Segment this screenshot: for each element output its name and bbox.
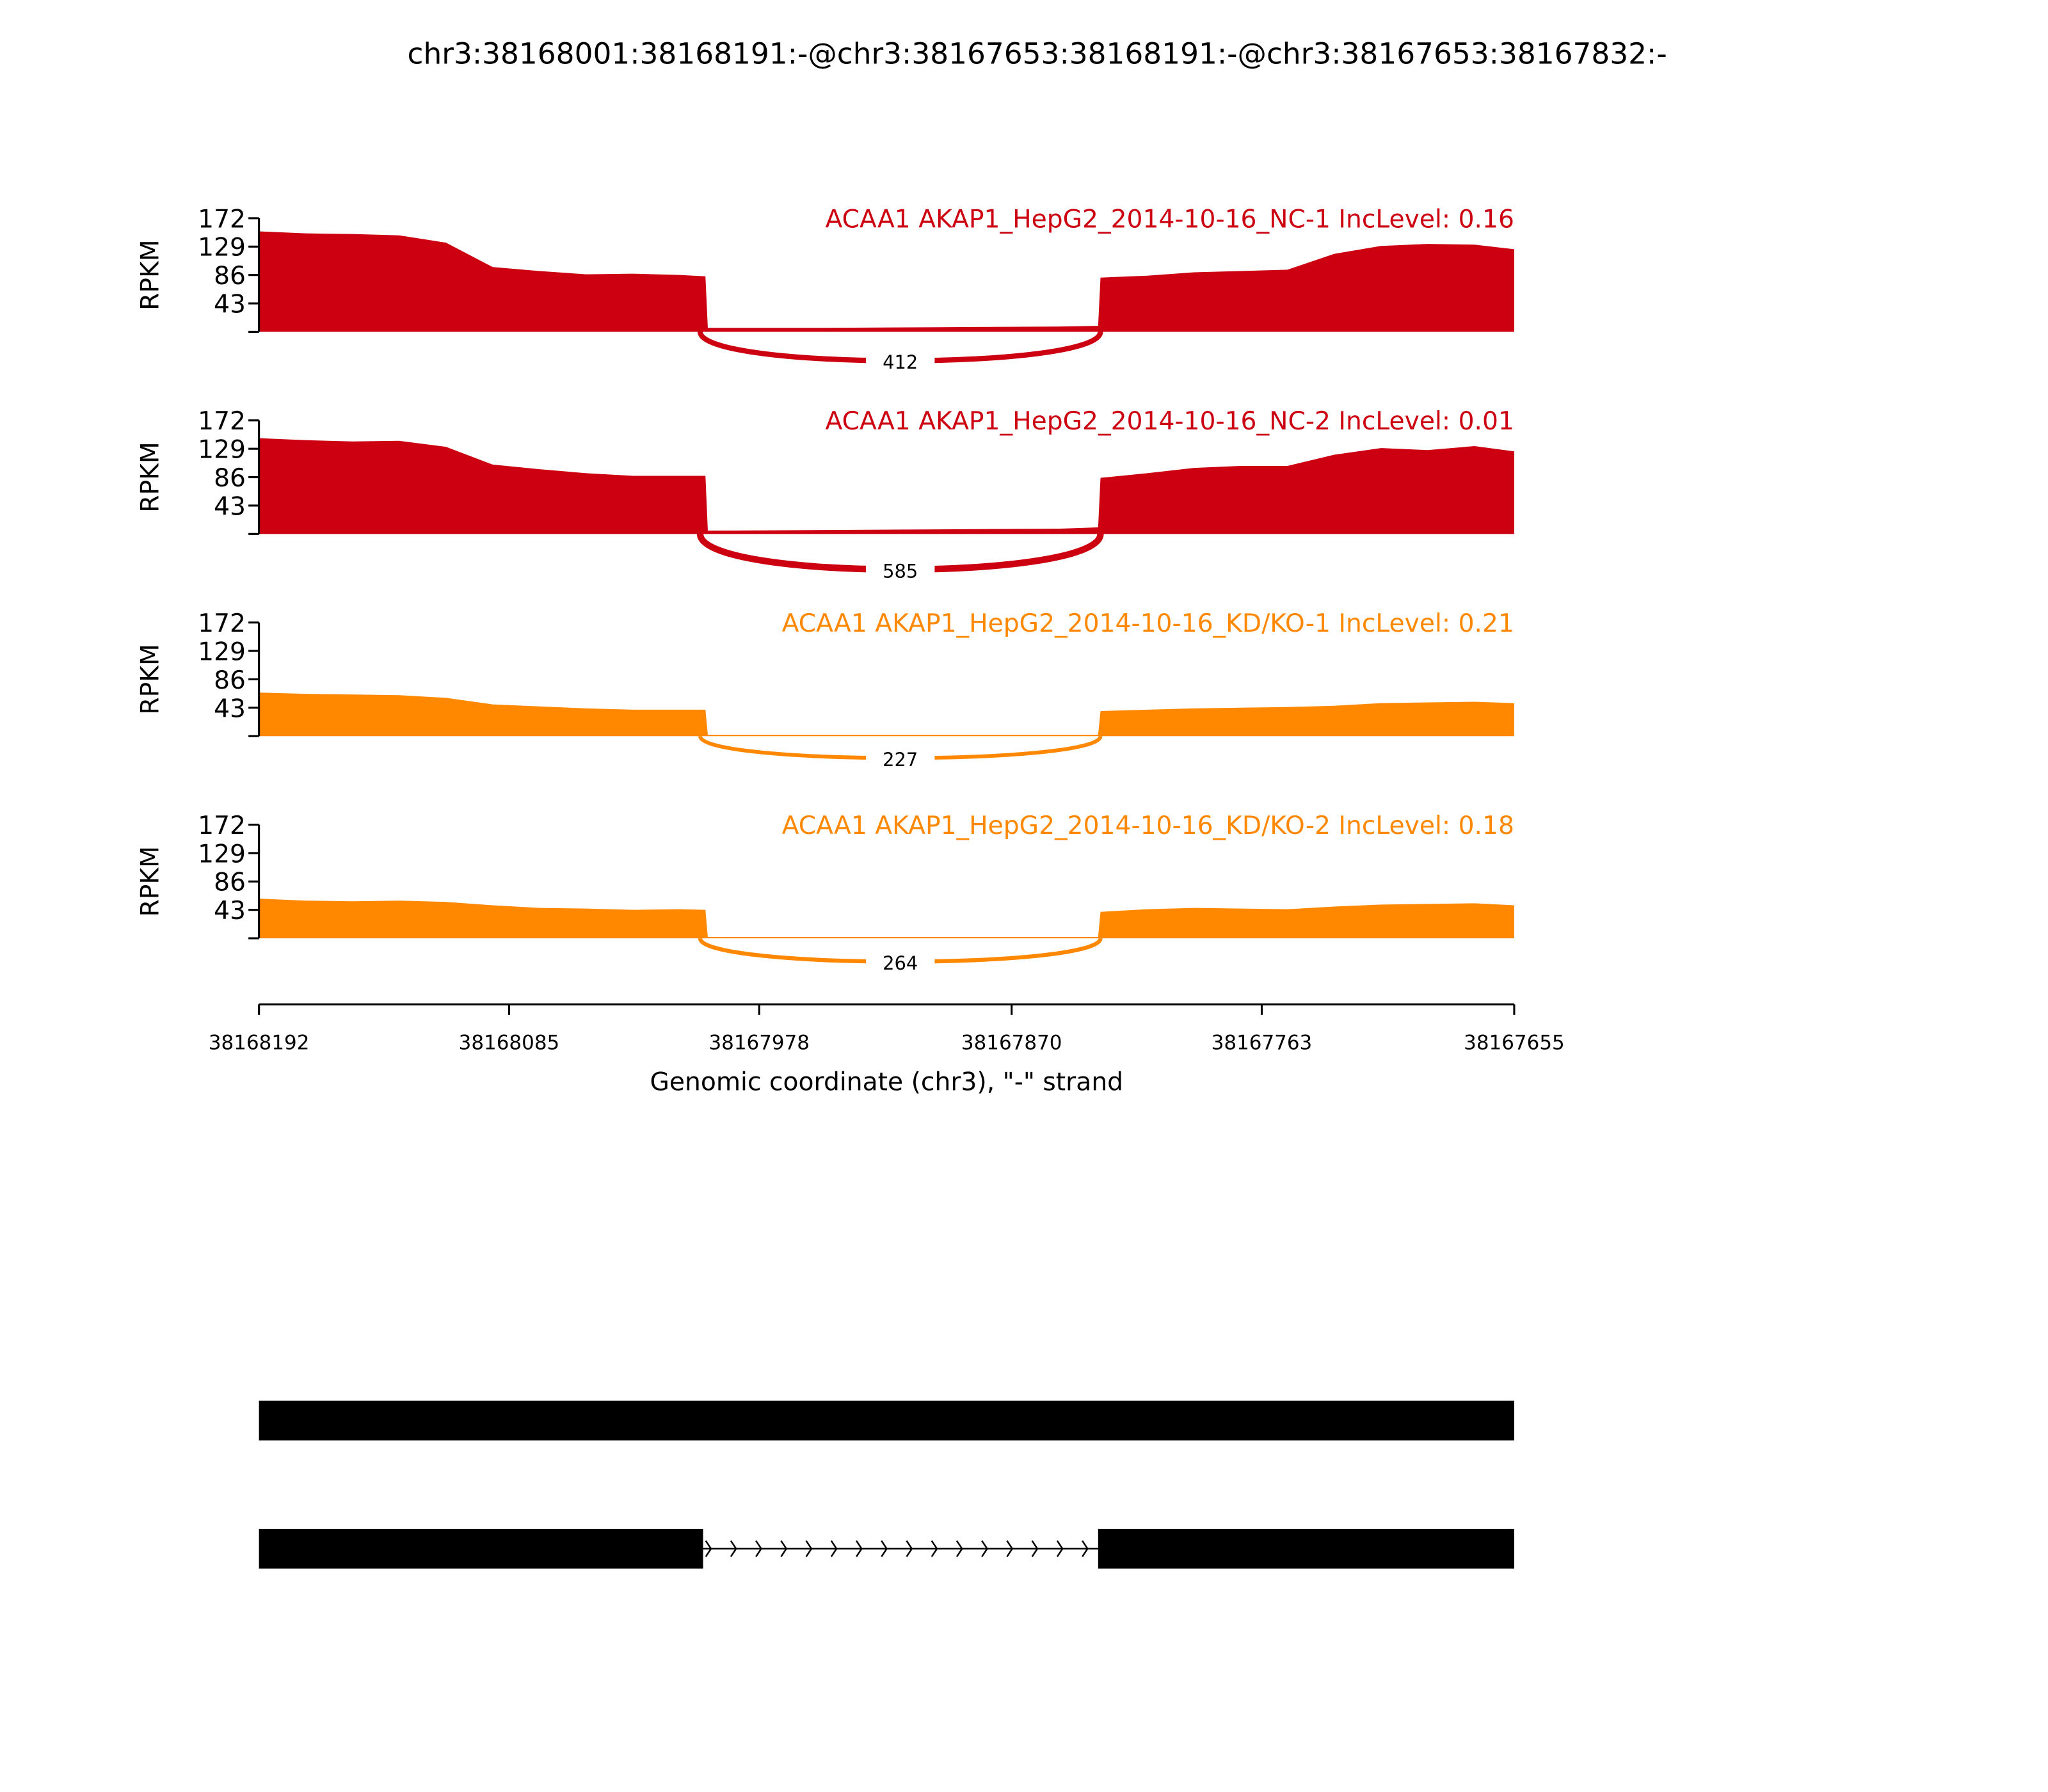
y-axis-label: RPKM — [136, 442, 165, 512]
strand-chevron-icon — [906, 1540, 913, 1557]
y-tick-label: 86 — [214, 868, 246, 897]
y-axis-label: RPKM — [136, 239, 165, 310]
strand-chevron-icon — [956, 1540, 963, 1557]
y-tick-label: 43 — [214, 291, 246, 319]
y-tick-label: 129 — [198, 234, 246, 262]
junction-count-label: 264 — [883, 952, 918, 974]
isoform-structures — [259, 1400, 1514, 1569]
exon-block — [259, 1528, 703, 1569]
junction-label-bg — [866, 744, 935, 772]
y-tick-label: 43 — [214, 694, 246, 723]
junction-count-label: 227 — [883, 749, 918, 771]
strand-chevron-icon — [730, 1540, 737, 1557]
y-tick-label: 43 — [214, 897, 246, 925]
y-tick-label: 43 — [214, 492, 246, 521]
strand-chevron-icon — [1082, 1540, 1089, 1557]
sample-title: ACAA1 AKAP1_HepG2_2014-10-16_KD/KO-2 Inc… — [782, 812, 1514, 840]
x-axis-label: Genomic coordinate (chr3), "-" strand — [650, 1068, 1123, 1096]
junction-count-label: 585 — [883, 560, 918, 582]
y-tick-label: 129 — [198, 637, 246, 666]
strand-chevron-icon — [1006, 1540, 1014, 1557]
x-tick-label: 38167978 — [708, 1031, 810, 1054]
x-axis: 38168192 38168085 38167978 38167870 38167763… — [209, 1003, 1565, 1054]
x-tick-label: 38167655 — [1464, 1031, 1565, 1054]
sample-title: ACAA1 AKAP1_HepG2_2014-10-16_KD/KO-1 Inc… — [782, 609, 1514, 638]
strand-chevron-icon — [705, 1540, 712, 1557]
coverage-area — [259, 899, 1514, 939]
y-tick-label: 129 — [198, 840, 246, 868]
isoform-track — [259, 1400, 1514, 1441]
strand-chevron-icon — [780, 1540, 788, 1557]
x-tick-label: 38167763 — [1212, 1031, 1313, 1054]
strand-chevron-icon — [981, 1540, 988, 1557]
coverage-area — [259, 692, 1514, 737]
junction-label-bg — [866, 948, 935, 975]
strand-chevron-icon — [856, 1540, 863, 1557]
y-axis-label: RPKM — [136, 846, 165, 916]
x-tick-label: 38168085 — [459, 1031, 560, 1054]
x-tick-label: 38168192 — [209, 1031, 310, 1054]
sample-title: ACAA1 AKAP1_HepG2_2014-10-16_NC-2 IncLev… — [826, 407, 1514, 436]
strand-chevron-icon — [881, 1540, 888, 1557]
y-tick-label: 172 — [198, 609, 246, 638]
y-tick-label: 86 — [214, 262, 246, 291]
junction-label-bg — [866, 556, 935, 583]
junction-count-label: 412 — [883, 351, 918, 373]
y-tick-label: 86 — [214, 464, 246, 493]
strand-chevron-icon — [755, 1540, 762, 1557]
y-tick-label: 172 — [198, 407, 246, 436]
y-axis-label: RPKM — [136, 644, 165, 714]
strand-chevron-icon — [931, 1540, 938, 1557]
strand-chevron-icon — [805, 1540, 813, 1557]
coverage-area — [259, 231, 1514, 332]
chart-title: chr3:38168001:38168191:-@chr3:38167653:3… — [408, 36, 1667, 70]
strand-chevron-icon — [830, 1540, 838, 1557]
isoform-track — [259, 1528, 1514, 1569]
x-tick-label: 38167870 — [961, 1031, 1062, 1054]
y-tick-label: 172 — [198, 205, 246, 234]
y-tick-label: 129 — [198, 436, 246, 465]
y-tick-label: 86 — [214, 666, 246, 695]
sample-title: ACAA1 AKAP1_HepG2_2014-10-16_NC-1 IncLev… — [826, 205, 1514, 234]
exon-block — [259, 1400, 1514, 1441]
junction-label-bg — [866, 348, 935, 374]
coverage-area — [259, 438, 1514, 534]
y-tick-label: 172 — [198, 812, 246, 840]
strand-chevron-icon — [1056, 1540, 1064, 1557]
strand-chevron-icon — [1031, 1540, 1039, 1557]
exon-block — [1098, 1528, 1514, 1569]
